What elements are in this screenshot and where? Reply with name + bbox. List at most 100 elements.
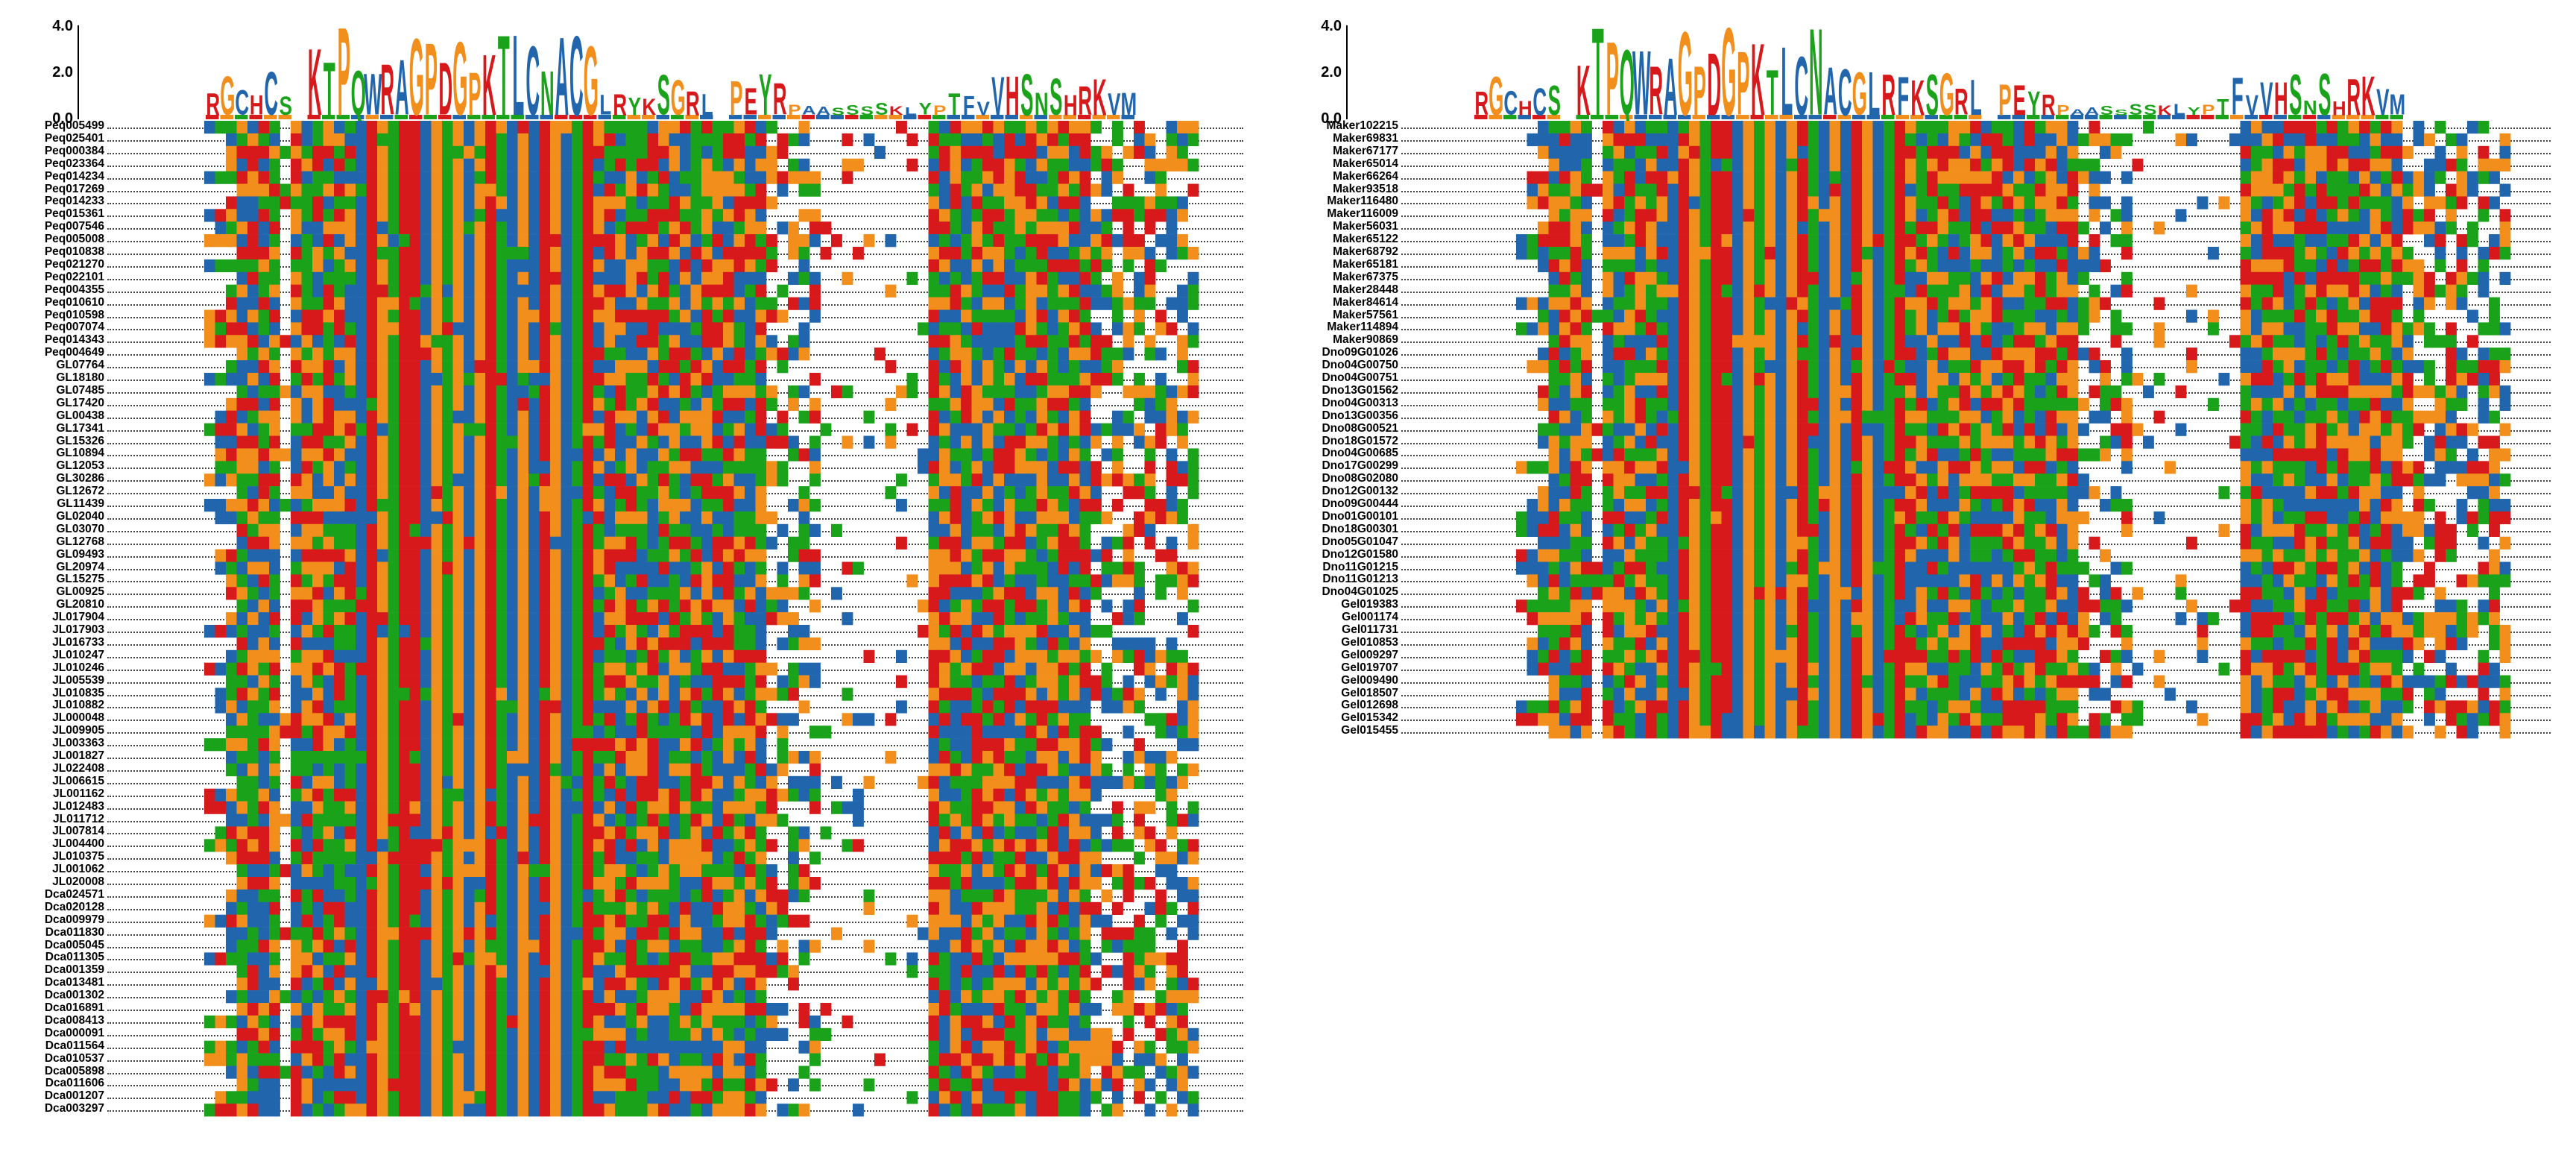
alignment-cell [334, 612, 345, 626]
alignment-cell [301, 637, 313, 651]
sequence-name: GL20974 [56, 560, 104, 573]
alignment-cell [334, 675, 345, 688]
alignment-cell [777, 145, 789, 159]
alignment-cell [755, 536, 767, 550]
alignment-cell [236, 221, 248, 235]
alignment-cell [323, 725, 335, 739]
alignment-cell [766, 788, 777, 802]
alignment-cell [1090, 221, 1102, 235]
alignment-cell [388, 763, 400, 777]
alignment-cell [604, 448, 616, 462]
alignment-cell [1004, 309, 1015, 323]
alignment-cell [474, 373, 486, 386]
alignment-cell [334, 435, 345, 449]
alignment-cell [1047, 486, 1058, 500]
alignment-cell [485, 511, 496, 525]
alignment-cell [1069, 247, 1080, 260]
alignment-cell [961, 788, 972, 802]
alignment-cell [507, 221, 518, 235]
alignment-cell [593, 247, 604, 260]
alignment-cell [1036, 423, 1048, 436]
alignment-cell [745, 435, 756, 449]
alignment-cell [431, 209, 443, 222]
alignment-cell [572, 511, 583, 525]
alignment-cell [961, 813, 972, 827]
sequence-name: Peq007074 [44, 321, 104, 334]
alignment-cell [539, 448, 551, 462]
alignment-cell [485, 713, 496, 726]
alignment-cell [1036, 813, 1048, 827]
alignment-cell [1166, 662, 1178, 676]
alignment-cell [247, 360, 259, 374]
alignment-cell [690, 587, 702, 600]
alignment-cell [377, 209, 388, 222]
alignment-cell [452, 574, 464, 588]
alignment-cell [733, 121, 745, 134]
alignment-cell [1069, 171, 1080, 184]
alignment-cell [680, 852, 691, 865]
alignment-cell [755, 612, 767, 626]
alignment-cell [334, 373, 345, 386]
alignment-cell [539, 461, 551, 474]
alignment-cell [582, 145, 594, 159]
alignment-cell [247, 625, 259, 638]
alignment-cell [572, 234, 583, 248]
alignment-cell [690, 121, 702, 134]
alignment-cell [1036, 158, 1048, 171]
alignment-cell [572, 473, 583, 487]
alignment-cell [431, 549, 443, 562]
alignment-cell [366, 587, 378, 600]
alignment-cell [745, 813, 756, 827]
alignment-cell [1036, 373, 1048, 386]
alignment-cell [1026, 145, 1037, 159]
alignment-cell [680, 360, 691, 374]
alignment-cell [1069, 852, 1080, 865]
alignment-cell [215, 461, 227, 474]
alignment-cell [755, 763, 767, 777]
alignment-cell [1166, 864, 1178, 878]
alignment-cell [442, 133, 453, 147]
alignment-cell [204, 738, 215, 752]
alignment-cell [334, 801, 345, 814]
alignment-cell [842, 385, 853, 399]
alignment-cell [550, 145, 561, 159]
alignment-cell [269, 561, 280, 575]
alignment-cell [1155, 751, 1167, 764]
alignment-cell [658, 322, 669, 336]
alignment-cell [388, 461, 400, 474]
alignment-cell [1079, 461, 1091, 474]
alignment-cell [982, 901, 994, 915]
alignment-cell [431, 889, 443, 903]
alignment-cell [777, 523, 789, 537]
sequence-name: JL010882 [52, 699, 104, 712]
alignment-cell [593, 877, 604, 890]
alignment-cell [236, 612, 248, 626]
alignment-cell [733, 486, 745, 500]
alignment-cell [323, 713, 335, 726]
alignment-cell [312, 675, 323, 688]
alignment-cell [928, 536, 940, 550]
alignment-cell [399, 637, 410, 651]
alignment-cell [766, 297, 777, 310]
alignment-cell [680, 864, 691, 878]
alignment-cell [593, 234, 604, 248]
alignment-cell [550, 360, 561, 374]
alignment-cell [258, 448, 270, 462]
alignment-cell [236, 713, 248, 726]
alignment-cell [452, 813, 464, 827]
logo-letter: L [599, 88, 611, 120]
alignment-cell [1123, 775, 1134, 789]
alignment-cell [961, 221, 972, 235]
alignment-cell [1014, 410, 1026, 424]
alignment-cell [409, 247, 421, 260]
alignment-cell [1014, 877, 1026, 890]
alignment-cell [637, 901, 648, 915]
alignment-cell [561, 675, 572, 688]
alignment-cell [755, 511, 767, 525]
alignment-cell [226, 511, 237, 525]
alignment-cell [247, 549, 259, 562]
alignment-cell [356, 751, 367, 764]
alignment-cell [593, 775, 604, 789]
alignment-cell [247, 499, 259, 512]
alignment-cell [496, 561, 508, 575]
